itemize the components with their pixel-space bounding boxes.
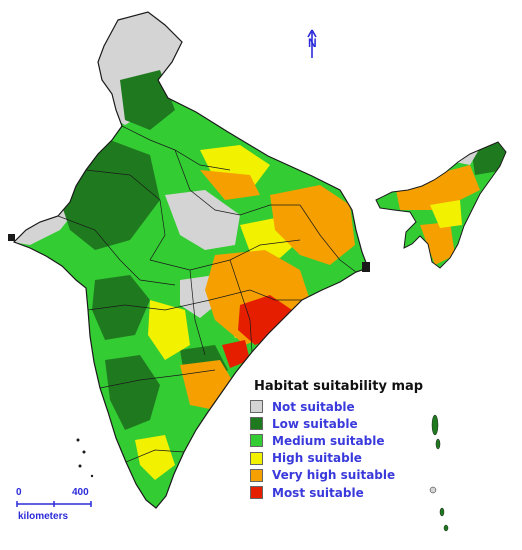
mainland-region: [12, 11, 369, 509]
andaman-nicobar-islands: [429, 414, 449, 532]
scale-bar: 0 400 kilometers: [8, 487, 98, 527]
legend-swatch: [250, 434, 263, 448]
scale-bar-line: [16, 501, 92, 507]
lakshadweep-islands: [76, 438, 94, 478]
legend-label: Low suitable: [272, 416, 358, 431]
legend-label: Medium suitable: [272, 433, 385, 448]
legend-item: Medium suitable: [250, 432, 450, 449]
east-coast-marker: [362, 262, 370, 272]
legend-title: Habitat suitability map: [254, 379, 424, 394]
legend-label: Very high suitable: [272, 468, 396, 483]
north-letter: N: [308, 36, 317, 50]
legend-swatch: [250, 451, 263, 465]
legend-item: Very high suitable: [250, 467, 450, 484]
legend-item: Low suitable: [250, 415, 450, 432]
legend-item: Not suitable: [250, 398, 450, 415]
scale-unit-label: kilometers: [18, 511, 69, 522]
legend-label: Not suitable: [272, 399, 355, 414]
legend-swatch: [250, 468, 263, 482]
legend-swatch: [250, 400, 263, 414]
legend: Habitat suitability map Not suitable Low …: [250, 379, 450, 501]
scale-end-label: 400: [72, 487, 89, 498]
legend-items: Not suitable Low suitable Medium suitable H…: [250, 398, 450, 501]
northeast-region: [375, 141, 507, 269]
legend-label: High suitable: [272, 451, 362, 466]
legend-item: High suitable: [250, 450, 450, 467]
legend-item: Most suitable: [250, 484, 450, 501]
north-arrow: N: [300, 28, 324, 60]
state-boundaries: [57, 125, 357, 463]
legend-swatch: [250, 486, 263, 500]
scale-start-label: 0: [16, 487, 22, 498]
legend-swatch: [250, 417, 263, 431]
legend-label: Most suitable: [272, 485, 364, 500]
north-arrow-icon: [307, 29, 317, 58]
west-coast-marker: [8, 234, 15, 241]
